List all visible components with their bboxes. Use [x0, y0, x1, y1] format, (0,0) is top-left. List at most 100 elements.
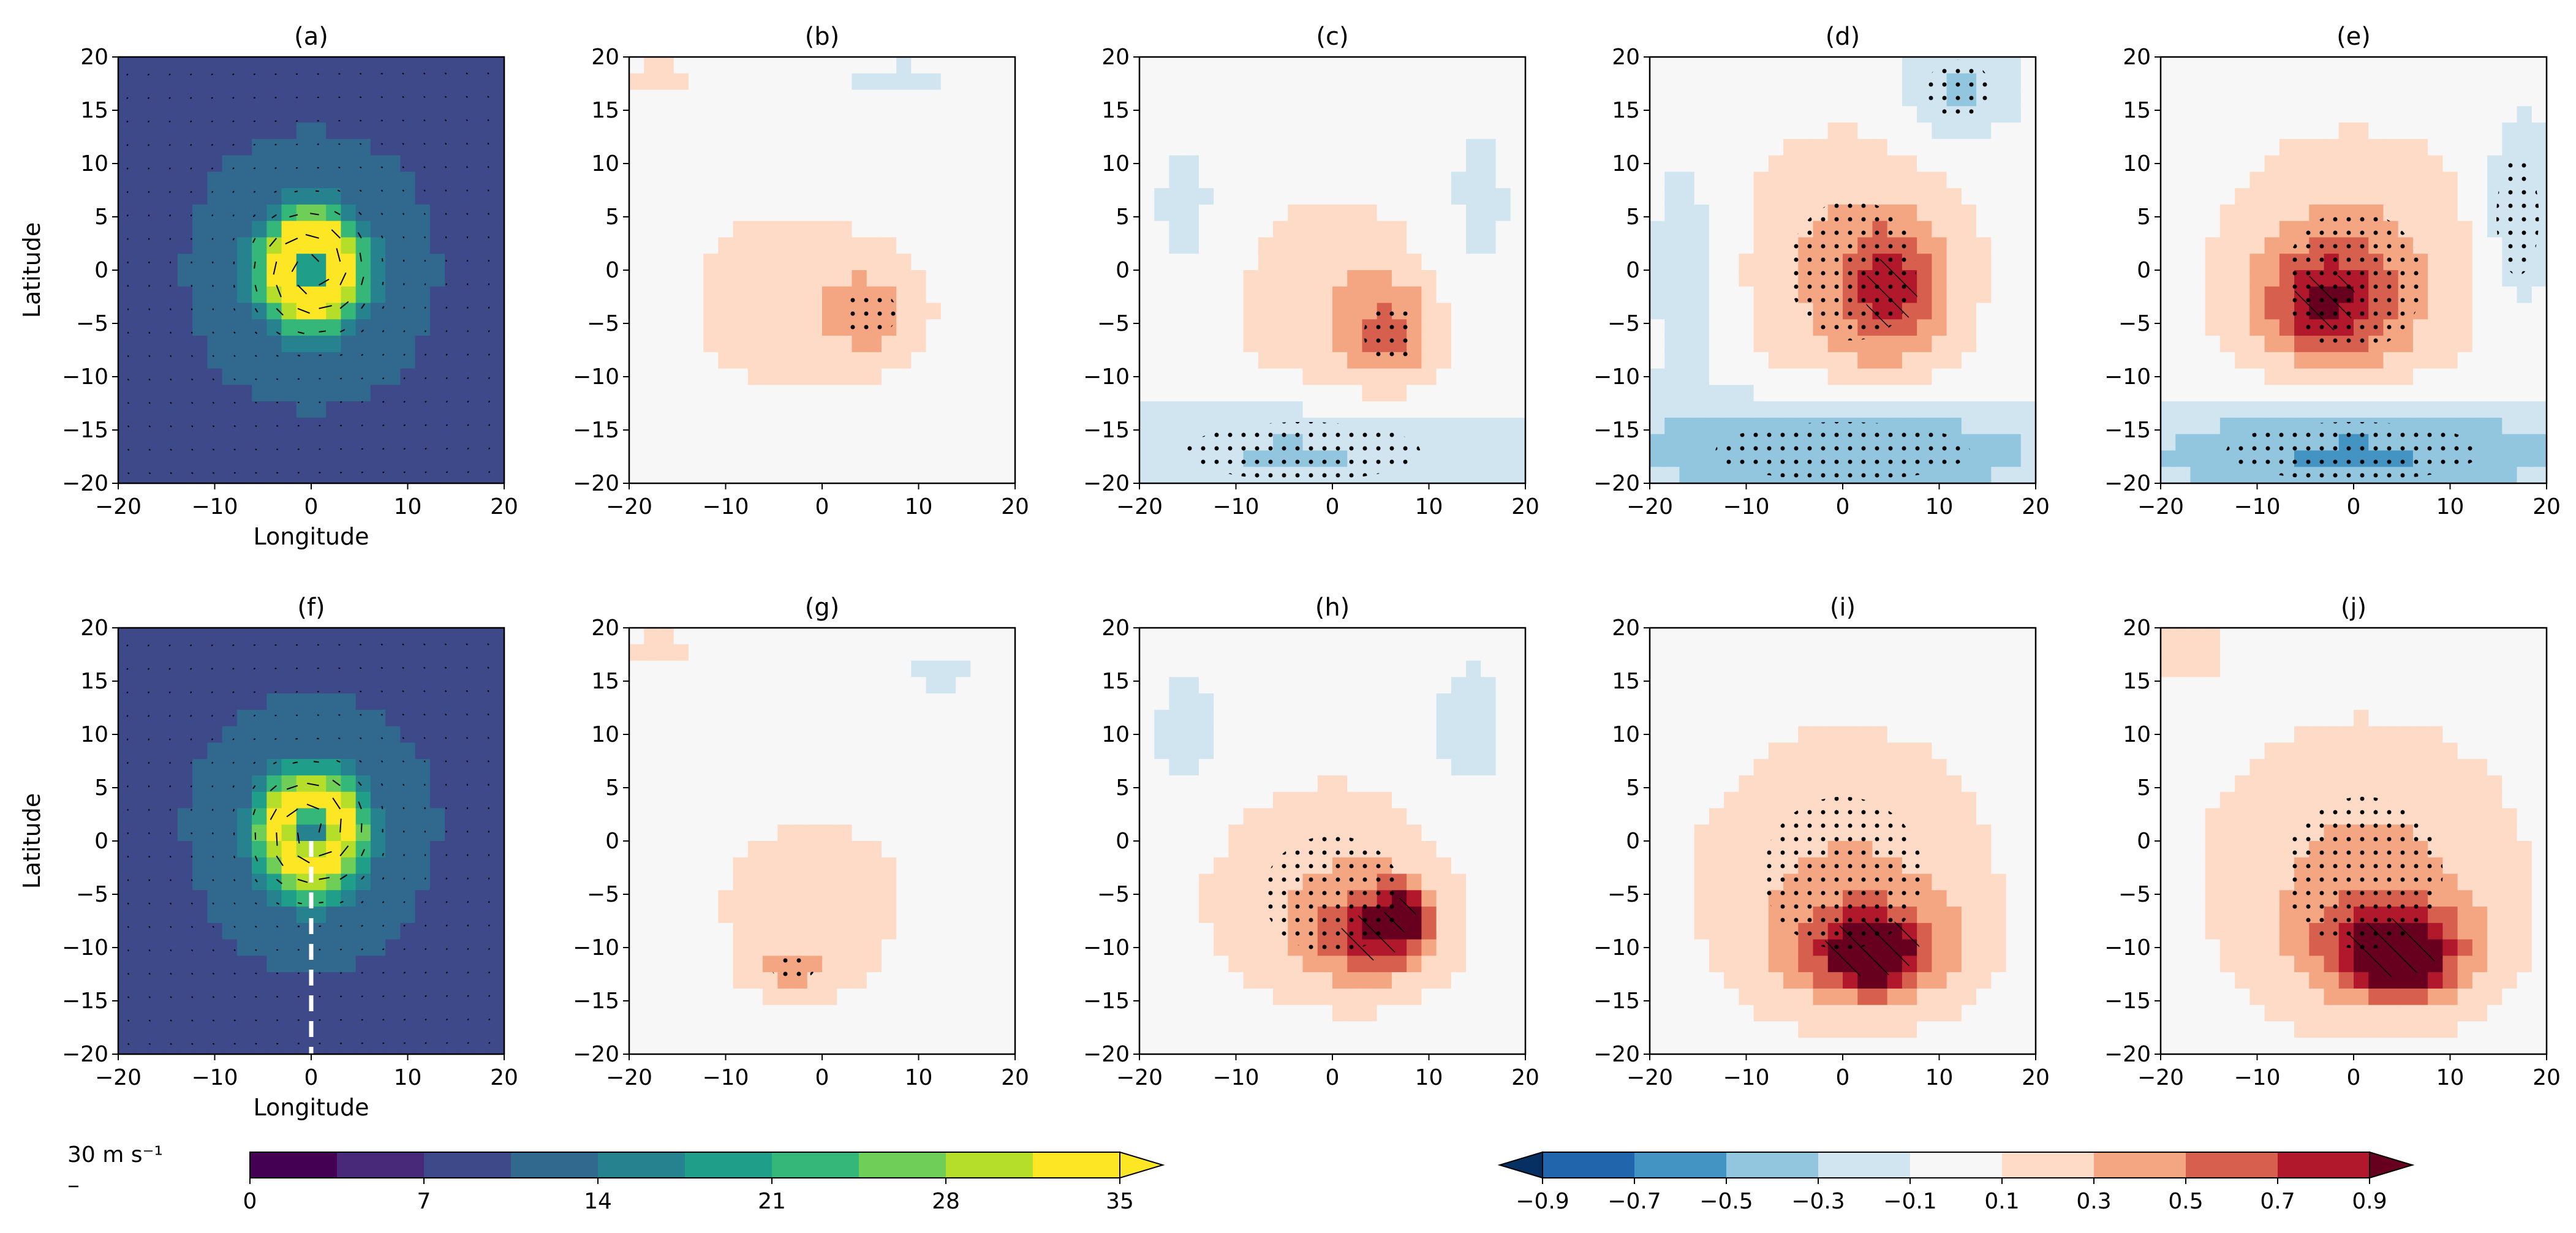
field-cell [192, 742, 208, 760]
field-cell [1362, 237, 1378, 254]
field-cell [177, 106, 193, 123]
field-cell [400, 270, 416, 287]
field-cell [281, 873, 297, 891]
field-cell [1872, 172, 1888, 189]
field-cell [1724, 106, 1739, 123]
field-cell [852, 254, 867, 271]
field-cell [2309, 368, 2325, 385]
field-cell [474, 138, 490, 156]
wind-vector [170, 1043, 172, 1046]
wind-vector [487, 119, 489, 122]
field-cell [2219, 352, 2235, 369]
field-cell [629, 890, 644, 907]
field-cell [777, 319, 793, 336]
field-cell [252, 434, 267, 451]
field-cell [747, 204, 763, 222]
field-cell [489, 417, 505, 435]
field-cell [970, 106, 986, 123]
field-cell [2175, 73, 2191, 91]
y-tick-label: 10 [591, 151, 619, 176]
field-cell [133, 677, 149, 694]
field-cell [866, 172, 882, 189]
field-cell [733, 336, 749, 353]
field-cell [866, 254, 882, 271]
field-cell [1887, 401, 1903, 418]
field-cell [236, 155, 252, 172]
wind-vector [380, 119, 383, 122]
field-cell [118, 73, 134, 91]
field-cell [148, 956, 164, 973]
wind-vector [127, 402, 130, 404]
field-cell [1169, 254, 1185, 271]
wind-vector [127, 379, 129, 381]
field-cell [177, 138, 193, 156]
field-cell [970, 303, 986, 320]
y-tick-label: 0 [94, 258, 108, 283]
field-cell [429, 336, 445, 353]
field-cell [837, 57, 853, 74]
field-cell [1214, 303, 1229, 320]
wind-vector [338, 143, 341, 145]
field-cell [296, 254, 312, 271]
field-cell [1391, 172, 1407, 189]
y-tick-label: −15 [1593, 418, 1640, 443]
field-cell [162, 890, 178, 907]
field-cell [2175, 336, 2191, 353]
field-cell [474, 1038, 490, 1055]
field-cell [956, 106, 971, 123]
field-cell [733, 450, 749, 467]
field-cell [2235, 57, 2250, 74]
field-cell [866, 204, 882, 222]
field-cell [911, 188, 927, 205]
field-cell [133, 57, 149, 74]
field-cell [2175, 89, 2191, 107]
field-cell [296, 368, 312, 385]
field-cell [370, 73, 386, 91]
field-cell [1495, 303, 1511, 320]
field-cell [659, 677, 674, 694]
field-cell [1902, 123, 1917, 140]
field-cell [2205, 385, 2221, 402]
wind-vector [126, 644, 129, 647]
field-cell [1510, 73, 1526, 91]
field-cell [1288, 319, 1304, 336]
field-cell [1273, 204, 1288, 222]
field-cell [236, 237, 252, 254]
field-cell [792, 336, 808, 353]
field-cell [1184, 237, 1199, 254]
field-cell [1724, 172, 1739, 189]
wind-vector [127, 1043, 130, 1046]
wind-vector [336, 248, 341, 262]
field-cell [207, 726, 223, 743]
field-cell [370, 907, 386, 924]
wind-vector [467, 353, 469, 356]
field-cell [118, 385, 134, 402]
field-cell [688, 434, 704, 451]
field-cell [1228, 73, 1244, 91]
field-cell [1317, 123, 1333, 140]
field-cell [2502, 138, 2518, 156]
field-cell [985, 336, 1001, 353]
field-cell [370, 434, 386, 451]
field-cell [355, 385, 371, 402]
field-cell [1288, 89, 1304, 107]
field-cell [1214, 221, 1229, 238]
field-cell [415, 237, 431, 254]
field-cell [429, 742, 445, 760]
field-cell [148, 401, 164, 418]
wind-vector [211, 120, 213, 123]
field-cell [281, 726, 297, 743]
wind-vector [487, 142, 489, 145]
field-cell [162, 1021, 178, 1038]
field-cell [2205, 352, 2221, 369]
field-cell [133, 467, 149, 484]
field-cell [133, 172, 149, 189]
field-cell [2324, 172, 2340, 189]
field-cell [311, 221, 327, 238]
field-cell [2354, 106, 2369, 123]
field-cell [222, 286, 238, 304]
field-cell [1139, 319, 1155, 336]
field-cell [703, 57, 719, 74]
field-cell [370, 824, 386, 842]
field-cell [807, 106, 823, 123]
